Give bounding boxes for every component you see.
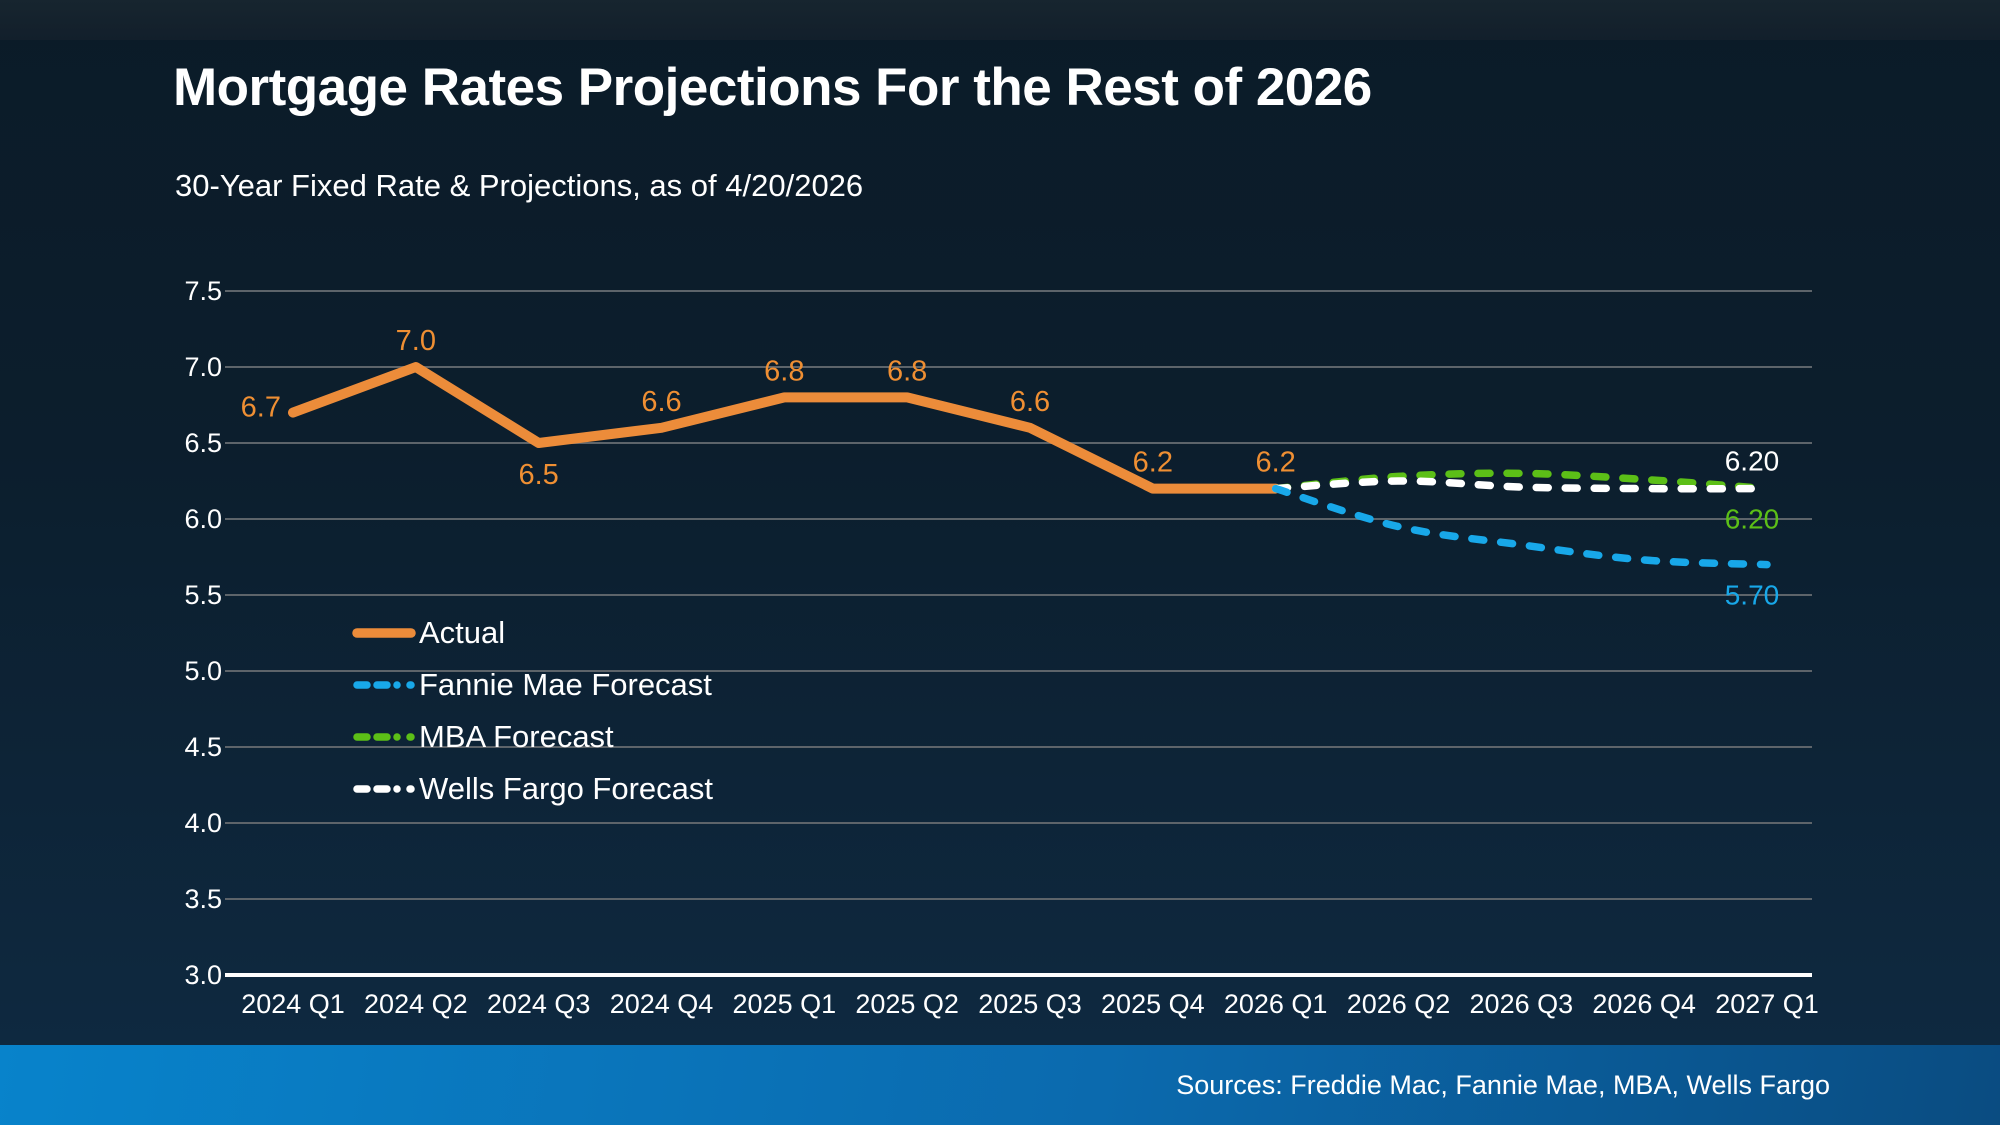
x-tick-label: 2025 Q1 bbox=[733, 989, 837, 1019]
chart-legend: Actual Fannie Mae Forecast MBA Forecast Wel… bbox=[352, 607, 713, 815]
legend-item-actual: Actual bbox=[352, 607, 713, 659]
y-tick-label: 7.5 bbox=[184, 276, 222, 306]
data-label-actual: 6.6 bbox=[1010, 386, 1050, 418]
y-tick-label: 5.0 bbox=[184, 656, 222, 686]
footer-bar: Sources: Freddie Mac, Fannie Mae, MBA, W… bbox=[0, 1045, 2000, 1125]
x-tick-label: 2025 Q3 bbox=[978, 989, 1082, 1019]
data-label-actual: 6.7 bbox=[241, 392, 281, 424]
legend-label: Fannie Mae Forecast bbox=[419, 667, 712, 702]
end-label-mba-forecast: 6.20 bbox=[1725, 504, 1780, 535]
y-tick-label: 4.5 bbox=[184, 732, 222, 762]
series-line-mba-forecast bbox=[1271, 469, 1771, 493]
data-label-actual: 7.0 bbox=[396, 325, 436, 357]
series-line-actual bbox=[288, 362, 1281, 494]
x-tick-label: 2025 Q2 bbox=[855, 989, 959, 1019]
series-line-wells-fargo-forecast bbox=[1271, 477, 1771, 493]
x-tick-label: 2025 Q4 bbox=[1101, 989, 1205, 1019]
data-label-actual: 6.8 bbox=[764, 355, 804, 387]
top-accent-strip bbox=[0, 0, 2000, 40]
x-tick-label: 2026 Q3 bbox=[1470, 989, 1574, 1019]
data-label-actual: 6.2 bbox=[1255, 447, 1295, 479]
legend-item-mba-forecast: MBA Forecast bbox=[352, 711, 713, 763]
y-tick-label: 5.5 bbox=[184, 580, 222, 610]
end-label-fannie-mae-forecast: 5.70 bbox=[1725, 580, 1780, 611]
legend-swatch-wells-fargo-forecast bbox=[353, 785, 415, 793]
data-label-actual: 6.5 bbox=[519, 459, 559, 491]
data-label-actual: 6.8 bbox=[887, 355, 927, 387]
x-tick-label: 2026 Q1 bbox=[1224, 989, 1328, 1019]
legend-label: MBA Forecast bbox=[419, 719, 614, 754]
y-tick-label: 3.5 bbox=[184, 884, 222, 914]
legend-item-fannie-mae-forecast: Fannie Mae Forecast bbox=[352, 659, 713, 711]
legend-swatch-fannie-mae-forecast bbox=[353, 681, 415, 689]
page-subtitle: 30-Year Fixed Rate & Projections, as of … bbox=[175, 168, 864, 203]
legend-swatch-mba-forecast bbox=[353, 733, 415, 741]
x-tick-label: 2027 Q1 bbox=[1715, 989, 1819, 1019]
legend-label: Actual bbox=[419, 615, 506, 650]
data-label-actual: 6.2 bbox=[1133, 447, 1173, 479]
x-tick-label: 2024 Q2 bbox=[364, 989, 468, 1019]
y-tick-label: 4.0 bbox=[184, 808, 222, 838]
legend-item-wells-fargo-forecast: Wells Fargo Forecast bbox=[352, 763, 713, 815]
y-tick-label: 6.0 bbox=[184, 504, 222, 534]
data-label-actual: 6.6 bbox=[641, 386, 681, 418]
x-tick-label: 2026 Q4 bbox=[1592, 989, 1696, 1019]
y-tick-label: 7.0 bbox=[184, 352, 222, 382]
x-tick-label: 2024 Q3 bbox=[487, 989, 591, 1019]
legend-swatch-actual bbox=[352, 628, 416, 638]
legend-label: Wells Fargo Forecast bbox=[419, 771, 714, 806]
sources-text: Sources: Freddie Mac, Fannie Mae, MBA, W… bbox=[1176, 1070, 1830, 1100]
y-tick-label: 6.5 bbox=[184, 428, 222, 458]
series-line-fannie-mae-forecast bbox=[1271, 484, 1771, 569]
page-title: Mortgage Rates Projections For the Rest … bbox=[173, 58, 1372, 117]
x-tick-label: 2024 Q4 bbox=[610, 989, 714, 1019]
x-tick-label: 2026 Q2 bbox=[1347, 989, 1451, 1019]
end-label-wells-fargo-forecast: 6.20 bbox=[1725, 446, 1780, 477]
x-tick-label: 2024 Q1 bbox=[241, 989, 345, 1019]
y-tick-label: 3.0 bbox=[184, 960, 222, 990]
